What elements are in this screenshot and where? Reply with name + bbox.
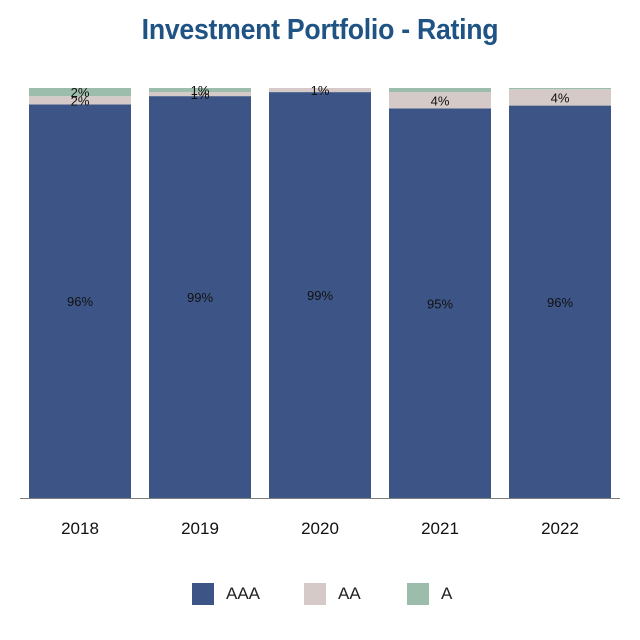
data-label-a-2019: 1% — [191, 83, 210, 98]
data-label-aa-2022: 4% — [551, 90, 570, 105]
legend-label-aaa: AAA — [226, 584, 261, 603]
bar-a-2018 — [29, 88, 131, 97]
bar-a-2022 — [509, 88, 611, 90]
bar-aa-2018 — [29, 96, 131, 105]
legend: AAA AA A — [0, 580, 640, 610]
bar-aa-2020 — [269, 88, 371, 93]
x-tick-label-2019: 2019 — [181, 519, 219, 538]
data-label-aa-2018: 2% — [71, 93, 90, 108]
data-label-aaa-2022: 96% — [547, 295, 573, 310]
x-tick-label-2021: 2021 — [421, 519, 459, 538]
legend-label-aa: AA — [338, 584, 361, 603]
legend-swatch-a — [407, 583, 429, 605]
data-label-aaa-2020: 99% — [307, 288, 333, 303]
bar-aaa-2018 — [29, 104, 131, 499]
bar-aaa-2020 — [269, 92, 371, 498]
bar-aaa-2021 — [389, 108, 491, 498]
legend-label-a: A — [441, 584, 453, 603]
data-label-aa-2021: 4% — [431, 93, 450, 108]
legend-item-aaa: AAA — [192, 580, 260, 608]
bar-a-2019 — [149, 88, 251, 93]
bar-a-2021 — [389, 88, 491, 93]
bar-aa-2021 — [389, 92, 491, 109]
bar-aa-2022 — [509, 89, 611, 106]
legend-swatch-aaa — [192, 583, 214, 605]
chart-title: Investment Portfolio - Rating — [141, 14, 499, 46]
data-label-a-2018: 2% — [71, 85, 90, 100]
bar-aa-2019 — [149, 92, 251, 97]
data-label-aa-2020: 1% — [311, 83, 330, 98]
legend-item-a: A — [407, 580, 452, 608]
data-label-aaa-2021: 95% — [427, 296, 453, 311]
x-tick-label-2020: 2020 — [301, 519, 339, 538]
data-label-aaa-2019: 99% — [187, 290, 213, 305]
legend-item-aa: AA — [304, 580, 361, 608]
bar-aaa-2022 — [509, 105, 611, 498]
x-tick-label-2022: 2022 — [541, 519, 579, 538]
bar-aaa-2019 — [149, 96, 251, 499]
data-label-aaa-2018: 96% — [67, 294, 93, 309]
x-tick-label-2018: 2018 — [61, 519, 99, 538]
legend-swatch-aa — [304, 583, 326, 605]
